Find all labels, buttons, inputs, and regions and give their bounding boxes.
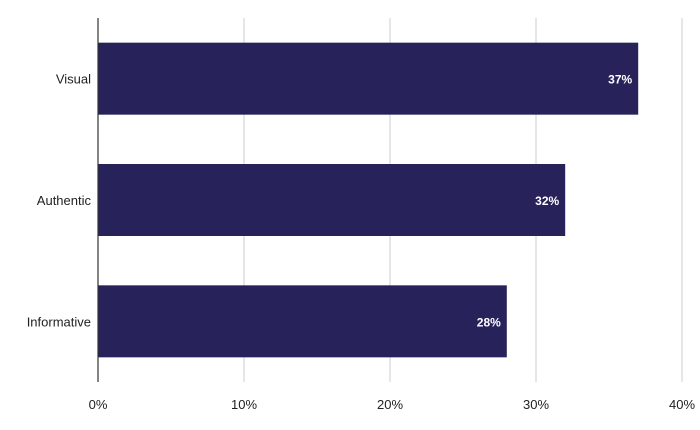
category-label: Authentic [37, 193, 92, 208]
labels: 0% 10% 20% 30% 40% Visual 37% Authentic 32% Infor… [27, 72, 696, 412]
data-label: 28% [477, 315, 501, 329]
x-tick-label: 10% [231, 397, 257, 412]
category-label: Visual [56, 72, 91, 87]
bar [98, 164, 566, 236]
bars [98, 42, 639, 358]
bar [98, 285, 507, 358]
data-label: 37% [608, 73, 632, 87]
x-tick-label: 20% [377, 397, 403, 412]
x-tick-label: 30% [523, 397, 549, 412]
data-label: 32% [535, 194, 559, 208]
x-tick-label: 0% [89, 397, 108, 412]
category-label: Informative [27, 314, 91, 329]
bar [98, 42, 639, 115]
x-tick-label: 40% [669, 397, 695, 412]
